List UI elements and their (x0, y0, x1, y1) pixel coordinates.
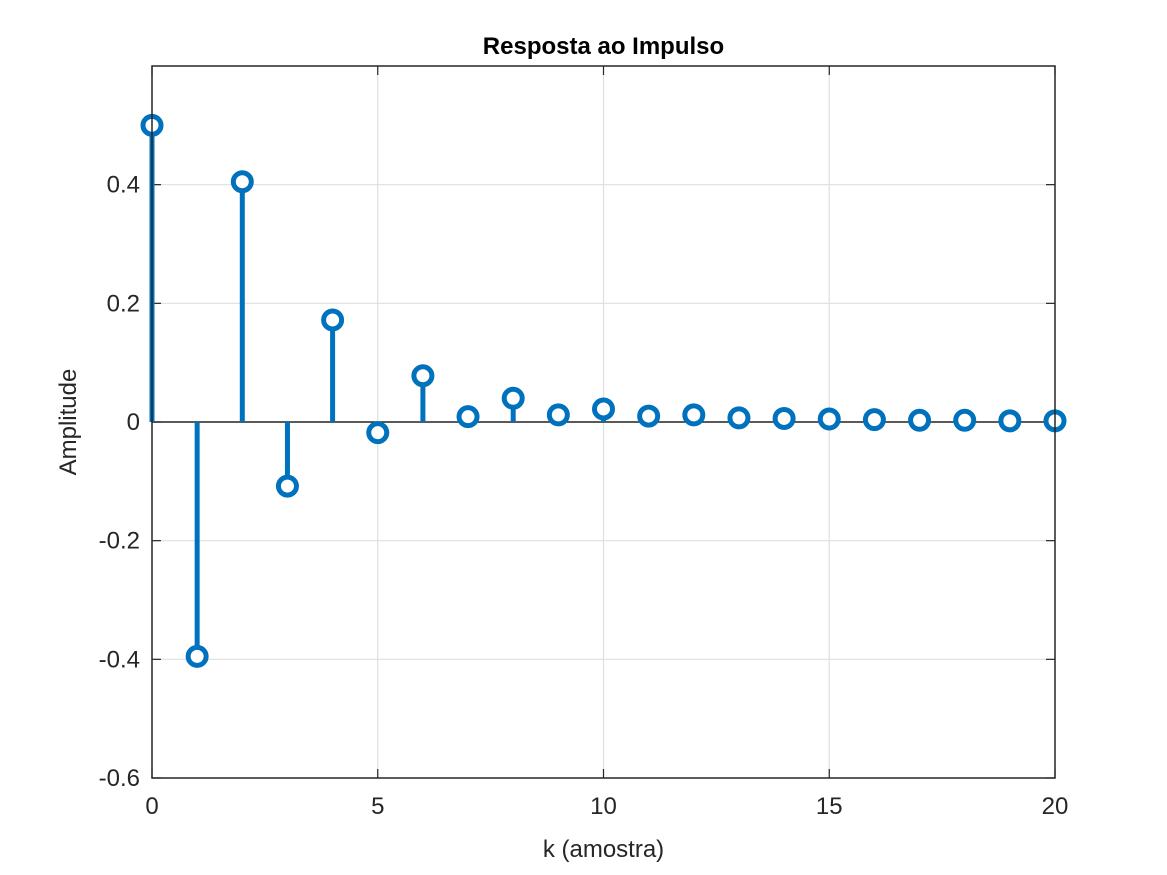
x-tick-label: 10 (590, 793, 617, 820)
stem-marker (592, 397, 615, 421)
stem-marker (366, 421, 390, 445)
y-tick-label: -0.2 (99, 528, 140, 555)
stem-marker (321, 308, 345, 332)
stem-marker (546, 403, 570, 427)
tick-labels: 0 5 10 15 20 -0.6 -0.4 -0.2 0 0.2 0.4 (99, 172, 1069, 820)
stem-marker (817, 407, 841, 431)
axes-box (151, 65, 1056, 779)
stem-marker (230, 170, 254, 194)
y-tick-label: 0 (127, 409, 140, 436)
x-axis-label: k (amostra) (543, 836, 664, 863)
stem-marker (637, 404, 661, 428)
stem-marker (275, 474, 299, 498)
stem-marker (772, 406, 796, 430)
y-tick-label: -0.6 (99, 765, 140, 792)
stem-marker (411, 364, 435, 388)
stem-marker (727, 406, 751, 430)
x-tick-label: 0 (145, 793, 158, 820)
y-tick-label: 0.4 (107, 172, 140, 199)
stem-marker (953, 408, 977, 432)
x-tick-label: 5 (371, 793, 384, 820)
chart-title: Resposta ao Impulso (483, 33, 724, 60)
stem-marker (185, 644, 209, 668)
y-axis-label: Amplitude (55, 369, 82, 476)
stem-marker (501, 386, 525, 410)
stem-marker (908, 408, 932, 432)
x-tick-label: 20 (1042, 793, 1069, 820)
y-tick-label: 0.2 (107, 290, 140, 317)
stem-marker (456, 405, 480, 429)
y-tick-label: -0.4 (99, 646, 140, 673)
stem-marker (862, 408, 886, 432)
x-tick-label: 15 (816, 793, 843, 820)
stem-marker (998, 409, 1022, 433)
stem-marker (682, 403, 706, 427)
